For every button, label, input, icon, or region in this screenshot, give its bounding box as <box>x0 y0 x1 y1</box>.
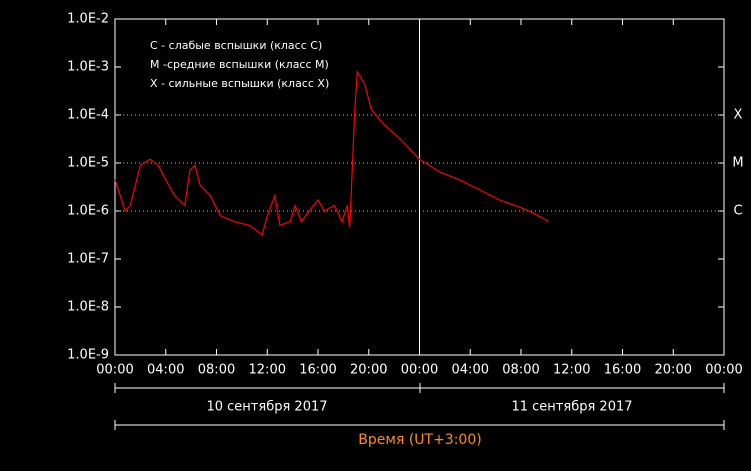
x-tick-label: 20:00 <box>655 363 692 378</box>
x-tick-label: 08:00 <box>502 363 539 378</box>
legend-text: Х - сильные вспышки (класс Х) <box>150 77 329 90</box>
x-tick-label: 12:00 <box>249 363 286 378</box>
date-brackets <box>114 383 725 430</box>
legend-text: С - слабые вспышки (класс С) <box>150 39 322 52</box>
y-tick-label: 1.0E-3 <box>67 60 109 75</box>
x-tick-label: 04:00 <box>147 363 184 378</box>
date-label: 10 сентября 2017 <box>206 400 327 415</box>
x-tick-label: 08:00 <box>198 363 235 378</box>
y-tick-label: 1.0E-8 <box>67 300 109 315</box>
x-tick-label: 16:00 <box>604 363 641 378</box>
y-tick-label: 1.0E-2 <box>67 12 109 27</box>
class-level-label: C <box>733 204 742 219</box>
y-tick-label: 1.0E-6 <box>67 204 109 219</box>
x-tick-label: 00:00 <box>401 363 438 378</box>
y-tick-label: 1.0E-4 <box>67 108 109 123</box>
flux-line <box>114 69 550 236</box>
x-tick-label: 12:00 <box>553 363 590 378</box>
x-tick-label: 04:00 <box>452 363 489 378</box>
y-tick-label: 1.0E-5 <box>67 156 109 171</box>
date-label: 11 сентября 2017 <box>511 400 632 415</box>
x-tick-label: 20:00 <box>350 363 387 378</box>
y-tick-label: 1.0E-7 <box>67 252 109 267</box>
x-axis-label: Время (UT+3:00) <box>358 432 481 448</box>
legend-text: М -средние вспышки (класс М) <box>150 58 329 71</box>
y-tick-label: 1.0E-9 <box>67 348 109 363</box>
class-level-label: M <box>732 156 743 171</box>
x-tick-label: 00:00 <box>96 363 133 378</box>
x-tick-label: 00:00 <box>705 363 742 378</box>
class-level-label: X <box>734 108 743 123</box>
x-tick-label: 16:00 <box>299 363 336 378</box>
